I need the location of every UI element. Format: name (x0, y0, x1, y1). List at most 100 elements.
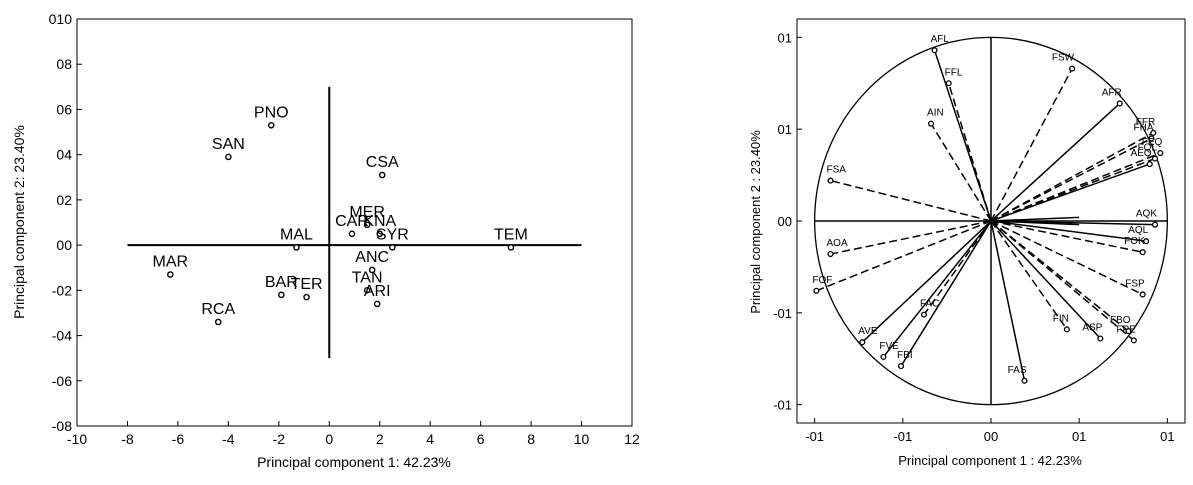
loading-vector-endpoint (927, 120, 935, 127)
loading-vector-endpoint (1148, 135, 1155, 142)
loading-vector-label: AVE (858, 326, 878, 337)
score-plot-y-tick-label: 06 (56, 101, 72, 117)
loading-vector-label: FAS (1008, 365, 1027, 376)
score-plot-x-tick-label: 12 (624, 431, 640, 447)
loading-vector-line (990, 220, 1147, 242)
score-plot-x-tick-label: 0 (325, 431, 333, 447)
score-plot-x-tick-label: 6 (477, 431, 485, 447)
score-point-marker (363, 221, 371, 229)
score-plot-x-tick-label: -8 (121, 431, 134, 447)
loading-vector-label: FHA (1133, 122, 1153, 133)
loading-vector-line (990, 220, 1143, 296)
score-point-label: ANC (355, 249, 389, 266)
loading-vector-label: AOA (827, 238, 848, 249)
loading-plot-x-tick-label: 01 (1160, 429, 1174, 444)
loading-plot-x-tick-label: 00 (984, 429, 998, 444)
loading-vector-line (830, 179, 992, 222)
loading-vector-label: FEQ (1142, 137, 1163, 148)
score-point-marker (507, 244, 515, 251)
score-plot-frame (76, 18, 633, 427)
loading-vector-label: FSP (1125, 278, 1145, 289)
score-plot-y-tick-label: 00 (56, 237, 72, 253)
loading-vector-line (990, 102, 1121, 222)
score-point-label: BAR (265, 274, 298, 291)
loading-vector-label: AFL (931, 34, 950, 45)
score-plot-x-tick-label: 10 (574, 431, 590, 447)
score-point-marker (389, 244, 396, 251)
loading-plot-x-tick-label: 01 (1072, 429, 1086, 444)
loading-vector-endpoint (827, 251, 834, 258)
score-point-label: CAR (335, 213, 369, 230)
loading-vector-endpoint (859, 339, 866, 346)
loading-vector-label: AEQ (1131, 148, 1152, 159)
loading-plot-x-ticks: -01 -01 00 01 01 (805, 418, 1175, 444)
score-plot-x-axis-label: Principal component 1: 42.23% (257, 454, 451, 470)
score-point-label: ARI (364, 283, 391, 300)
loading-vector-label: FIN (1053, 313, 1069, 324)
loading-vector-endpoint (1116, 100, 1123, 107)
score-point-marker (303, 293, 310, 301)
score-point-label: SYR (376, 226, 409, 243)
loading-vector-endpoint (1069, 65, 1076, 72)
score-plot-y-axis-label: Principal component 2: 23.40% (11, 125, 27, 319)
loading-vector-line (900, 220, 992, 367)
loading-vector-line (990, 137, 1152, 222)
loading-plot-x-tick-label: -01 (805, 429, 824, 444)
score-point-marker (214, 318, 222, 326)
loading-vector-endpoint (1151, 221, 1159, 228)
score-point-marker (348, 230, 356, 238)
loading-vector-endpoint (898, 363, 905, 370)
loading-plot-y-tick-label: -01 (773, 398, 792, 413)
loading-vector-endpoint (827, 177, 834, 184)
loading-vector-line (861, 220, 992, 343)
loading-plot: -01 -01 00 01 01 -01 -01 00 01 01 AFL FFL FSW AFR FF… (748, 18, 1186, 468)
loading-vector-line (990, 163, 1150, 222)
loading-vector-label: AFR (1102, 87, 1122, 98)
score-plot-x-tick-label: 2 (376, 431, 384, 447)
loading-vector-label: FBO (1110, 315, 1131, 326)
loading-vector-label: FSW (1052, 53, 1075, 64)
loading-plot-y-tick-label: 01 (778, 30, 792, 45)
score-plot-y-tick-label: 010 (49, 11, 73, 27)
loading-vector-label: FFR (1136, 117, 1155, 128)
loading-vector-label: FAC (920, 299, 939, 310)
loading-vector-endpoint (1021, 377, 1028, 384)
loading-vector-line (830, 220, 992, 255)
loading-vector-line (990, 68, 1073, 222)
score-plot-x-tick-label: -2 (273, 431, 286, 447)
loading-vector-endpoint (945, 80, 952, 87)
loading-vector-endpoint (1150, 129, 1157, 136)
loading-vector-endpoint (813, 287, 820, 294)
score-point-marker (278, 291, 285, 299)
score-point-label: PNO (254, 104, 289, 121)
score-plot-y-tick-label: 04 (56, 147, 72, 163)
score-plot-x-tick-label: -4 (222, 431, 235, 447)
score-plot-y-ticks: -08 -06 -04 -02 00 02 04 06 08 010 (49, 11, 82, 434)
score-point-label: CSA (366, 154, 399, 171)
score-plot-x-ticks: -10 -8 -6 -4 -2 0 2 4 6 8 10 12 (67, 421, 640, 447)
loading-vector-endpoint (1125, 328, 1132, 335)
loading-vector-line (990, 220, 1143, 253)
score-point-label: RCA (201, 301, 235, 318)
loading-vector-endpoint (1151, 155, 1159, 162)
loading-vector-line (990, 220, 1026, 381)
loading-vector-endpoint (1157, 150, 1164, 157)
score-point-marker (293, 244, 300, 251)
score-point-marker (376, 230, 384, 238)
loading-vector-line (990, 220, 1068, 330)
score-plot-y-tick-label: -04 (52, 328, 72, 344)
loading-vector-label: FQL (1138, 143, 1158, 154)
loading-plot-x-tick-label: -01 (893, 429, 912, 444)
score-plot-y-tick-label: -06 (52, 373, 72, 389)
score-point-label: MER (349, 204, 385, 221)
score-point-marker (363, 287, 371, 294)
score-point-marker (167, 271, 174, 278)
loading-vector-label: FOF (812, 275, 832, 286)
loading-vector-line (930, 123, 992, 222)
score-point-label: TEM (494, 226, 528, 243)
score-plot-y-tick-label: 08 (56, 56, 72, 72)
score-point-label: TER (291, 276, 323, 293)
score-point-label: TAN (352, 269, 383, 286)
loading-vector-label: AIN (927, 108, 944, 119)
